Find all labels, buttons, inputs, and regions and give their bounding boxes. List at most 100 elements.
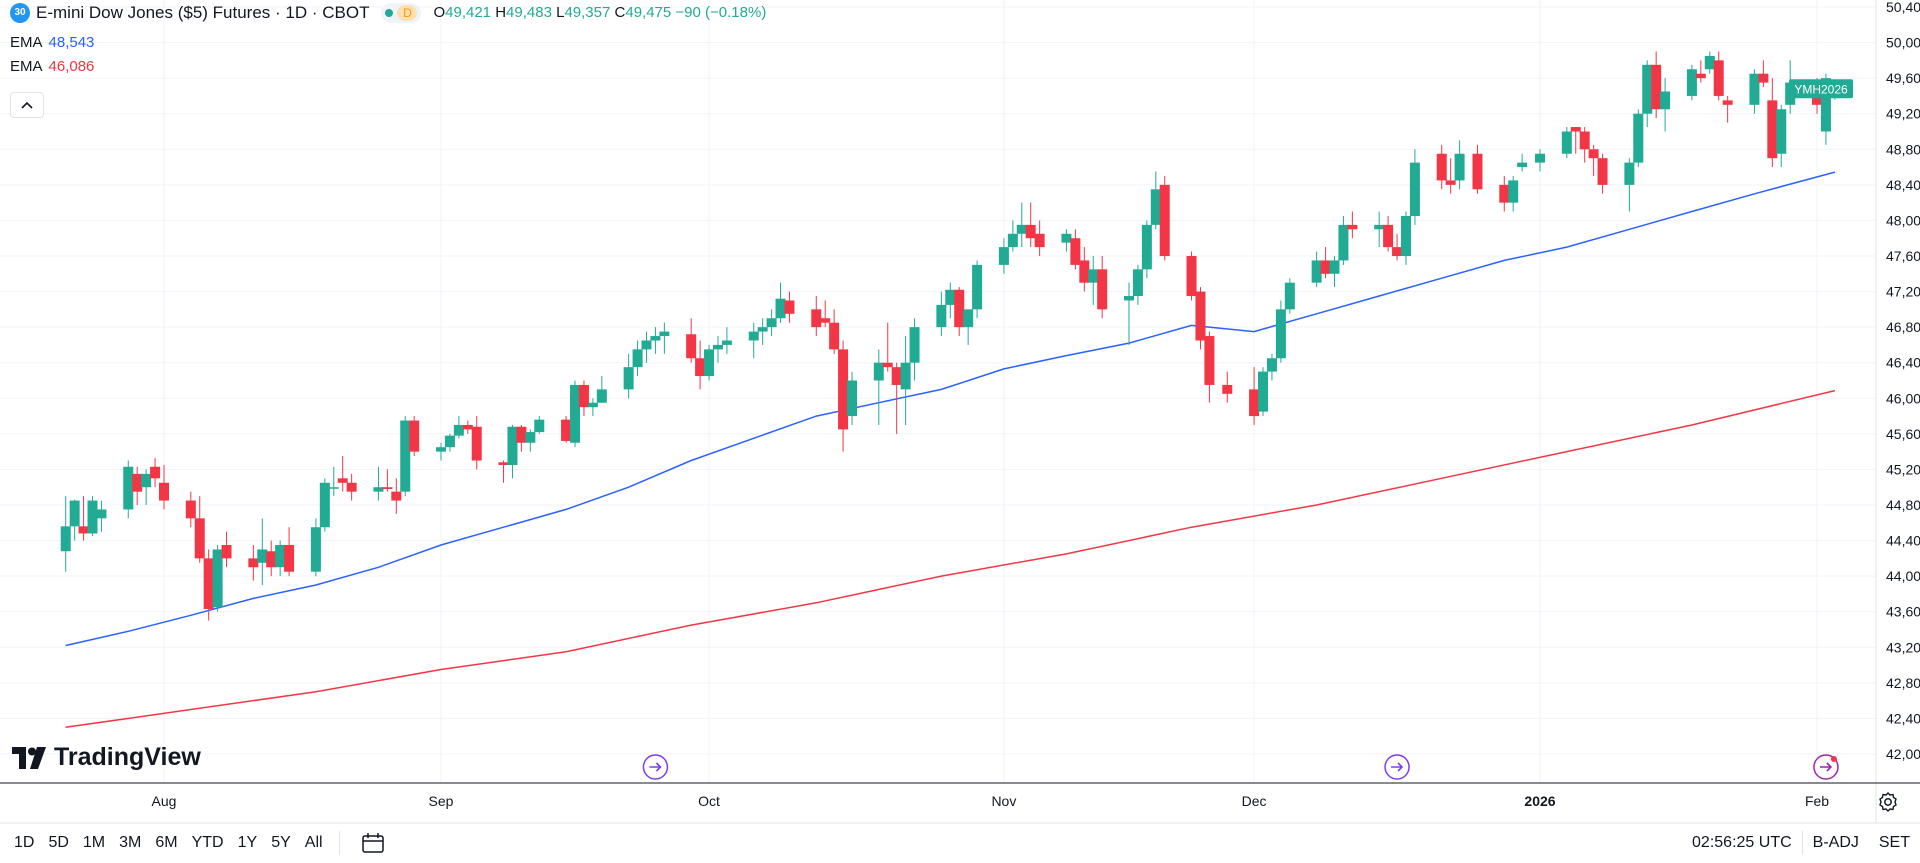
range-5d-button[interactable]: 5D xyxy=(48,834,69,851)
candle-down xyxy=(561,419,572,441)
candle-up xyxy=(1400,215,1411,256)
y-tick-label: 45,600 xyxy=(1886,426,1920,442)
candle-down xyxy=(471,426,482,461)
candle-up xyxy=(1016,224,1027,234)
y-tick-label: 48,000 xyxy=(1886,212,1920,228)
candle-up xyxy=(632,349,643,368)
candle-up xyxy=(1749,73,1760,105)
candle-up xyxy=(1132,269,1143,297)
candle-up xyxy=(1374,224,1385,230)
candle-down xyxy=(1159,184,1170,256)
range-3m-button[interactable]: 3M xyxy=(119,834,142,851)
range-1m-button[interactable]: 1M xyxy=(82,834,106,851)
candle-up xyxy=(534,419,545,433)
range-1d-button[interactable]: 1D xyxy=(14,834,35,851)
collapse-legend-button[interactable] xyxy=(10,92,44,118)
candle-up xyxy=(1686,69,1697,96)
gear-icon[interactable] xyxy=(1876,790,1900,814)
candle-up xyxy=(1517,162,1528,168)
clock-utc[interactable]: 02:56:25 UTC xyxy=(1692,834,1792,851)
candle-up xyxy=(1088,269,1099,283)
candle-down xyxy=(266,551,277,568)
candle-down xyxy=(1579,131,1590,150)
y-tick-label: 44,400 xyxy=(1886,533,1920,549)
range-1y-button[interactable]: 1Y xyxy=(237,834,258,851)
right-tools: 02:56:25 UTC B-ADJ SET xyxy=(1682,823,1920,863)
ema-fast-line xyxy=(65,171,1836,647)
candle-up xyxy=(623,367,634,390)
range-all-button[interactable]: All xyxy=(304,834,323,851)
candle-down xyxy=(391,491,402,501)
back-adjust-toggle[interactable]: B-ADJ xyxy=(1812,834,1859,851)
candle-down xyxy=(1445,180,1456,185)
market-status[interactable]: D xyxy=(381,3,422,23)
y-tick-label: 50,000 xyxy=(1886,35,1920,51)
close-value: 49,475 xyxy=(625,4,672,21)
candle-down xyxy=(284,545,295,572)
session-toggle[interactable]: SET xyxy=(1878,834,1910,851)
candle-down xyxy=(1025,224,1036,239)
x-tick-label: Feb xyxy=(1805,793,1829,809)
candle-up xyxy=(69,500,80,527)
candle-up xyxy=(1007,233,1018,248)
candle-up xyxy=(1535,153,1546,163)
candle-up xyxy=(1284,282,1295,310)
candle-up xyxy=(507,426,518,465)
candle-down xyxy=(150,466,161,479)
calendar-icon xyxy=(361,833,384,853)
candle-up xyxy=(587,402,598,408)
candle-up xyxy=(1642,64,1653,114)
go-to-date-button[interactable] xyxy=(360,830,386,856)
range-5y-button[interactable]: 5Y xyxy=(271,834,291,851)
symbol-row: 30 E-mini Dow Jones ($5) Futures · 1D · … xyxy=(10,3,766,23)
candle-up xyxy=(704,349,715,377)
candle-up xyxy=(123,466,134,510)
candle-down xyxy=(1472,153,1483,190)
candle-up xyxy=(435,447,446,452)
range-6m-button[interactable]: 6M xyxy=(155,834,178,851)
candle-up xyxy=(659,331,670,337)
y-tick-label: 47,600 xyxy=(1886,248,1920,264)
event-new-dot xyxy=(1830,756,1837,762)
candle-up xyxy=(1338,224,1349,261)
symbol-badge-icon[interactable]: 30 xyxy=(10,3,30,23)
candle-down xyxy=(1758,73,1769,83)
candle-down xyxy=(686,334,697,359)
candle-down xyxy=(811,309,822,328)
ema-slow-legend[interactable]: EMA 46,086 xyxy=(10,58,95,75)
market-open-dot-icon xyxy=(385,9,394,17)
y-tick-label: 49,200 xyxy=(1886,106,1920,122)
data-delay-badge: D xyxy=(397,5,418,21)
candle-up xyxy=(1508,180,1519,203)
candle-up xyxy=(141,473,152,488)
candle-down xyxy=(1204,336,1215,385)
y-tick-label: 48,400 xyxy=(1886,177,1920,193)
candle-down xyxy=(248,558,259,568)
candle-up xyxy=(212,549,223,608)
candle-up xyxy=(775,298,786,319)
tradingview-logo[interactable]: TradingView xyxy=(12,743,201,772)
y-tick-label: 47,200 xyxy=(1886,284,1920,300)
candle-up xyxy=(847,380,858,417)
candle-down xyxy=(1499,184,1510,203)
candle-up xyxy=(1454,153,1465,181)
ema-fast-legend[interactable]: EMA 48,543 xyxy=(10,34,95,51)
candle-down xyxy=(1713,60,1724,96)
candle-up xyxy=(1820,78,1831,132)
bottom-toolbar: 1D 5D 1M 3M 6M YTD 1Y 5Y All 02:56:25 UT… xyxy=(0,823,1920,863)
candle-down xyxy=(1249,389,1260,417)
candle-up xyxy=(945,289,956,305)
candle-up xyxy=(1329,260,1340,274)
y-tick-label: 44,800 xyxy=(1886,497,1920,513)
range-ytd-button[interactable]: YTD xyxy=(191,834,224,851)
ohlc-values: O49,421 H49,483 L49,357 C49,475 −90 (−0.… xyxy=(433,4,767,21)
candle-up xyxy=(60,526,71,552)
candle-down xyxy=(346,482,357,492)
candle-down xyxy=(185,500,196,519)
y-tick-label: 43,200 xyxy=(1886,639,1920,655)
candle-up xyxy=(1275,309,1286,359)
candle-up xyxy=(596,389,607,403)
candle-down xyxy=(1070,238,1081,265)
symbol-title[interactable]: E-mini Dow Jones ($5) Futures · 1D · CBO… xyxy=(36,3,370,22)
